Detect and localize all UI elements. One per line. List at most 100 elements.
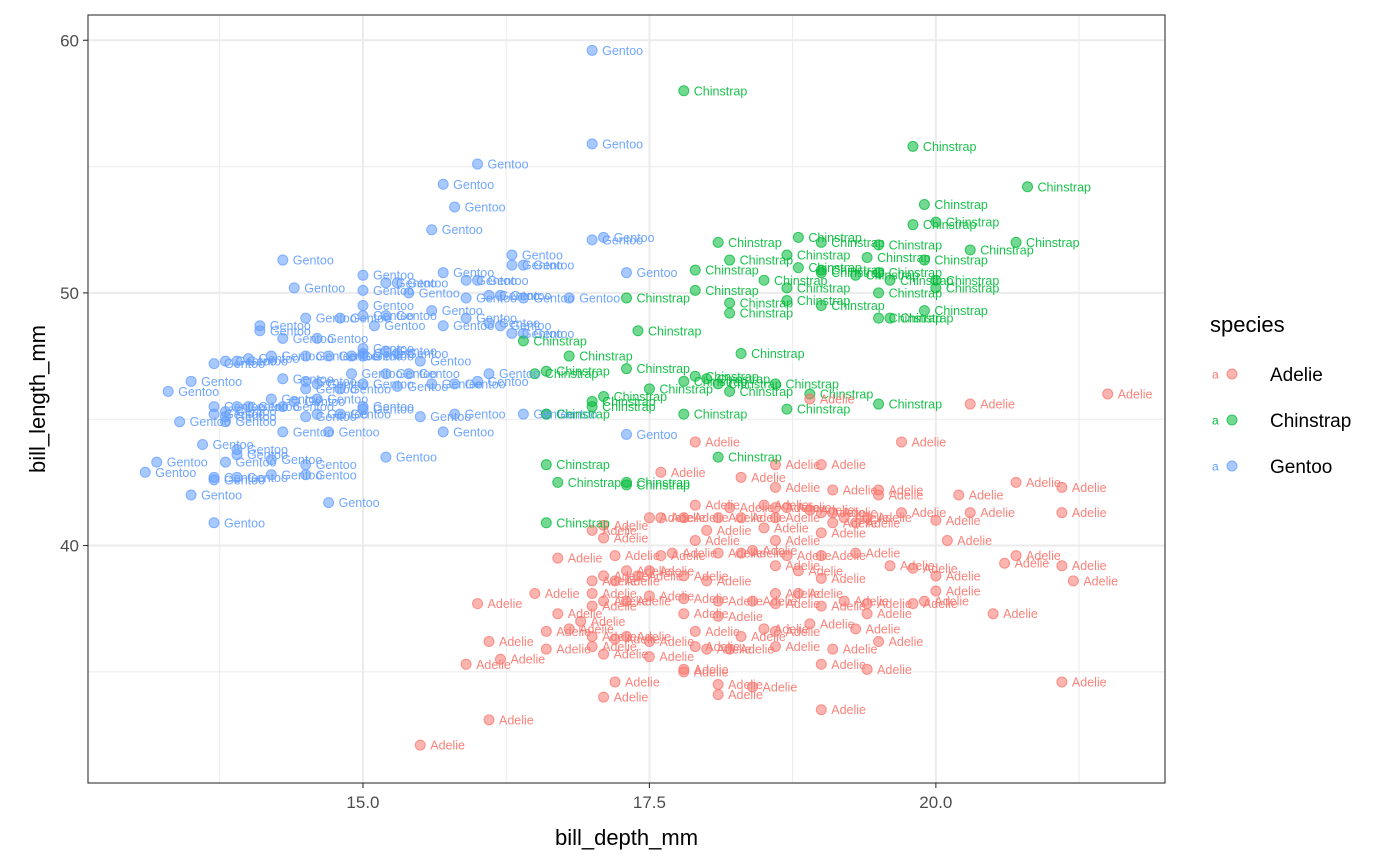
gentoo-point bbox=[357, 350, 369, 362]
adelie-point-label: Adelie bbox=[774, 521, 809, 535]
adelie-point bbox=[941, 534, 953, 546]
gentoo-point-label: Gentoo bbox=[396, 451, 437, 465]
adelie-point-label: Adelie bbox=[556, 643, 591, 657]
adelie-point bbox=[815, 459, 827, 471]
adelie-point-label: Adelie bbox=[889, 489, 924, 503]
gentoo-point bbox=[311, 332, 323, 344]
adelie-point bbox=[781, 502, 793, 514]
adelie-point bbox=[414, 739, 426, 751]
chinstrap-point bbox=[758, 274, 770, 286]
adelie-point-label: Adelie bbox=[717, 524, 752, 538]
gentoo-point bbox=[208, 408, 220, 420]
adelie-point bbox=[609, 676, 621, 688]
adelie-point bbox=[804, 504, 816, 516]
adelie-point-label: Adelie bbox=[843, 506, 878, 520]
gentoo-point bbox=[300, 411, 312, 423]
gentoo-point-label: Gentoo bbox=[281, 393, 322, 407]
gentoo-point-label: Gentoo bbox=[247, 355, 288, 369]
gentoo-point bbox=[380, 310, 392, 322]
gentoo-point-label: Gentoo bbox=[373, 299, 414, 313]
adelie-point bbox=[586, 588, 598, 600]
adelie-point bbox=[586, 524, 598, 536]
chinstrap-point-label: Chinstrap bbox=[556, 516, 610, 530]
y-axis: 40 50 60 bbox=[60, 31, 88, 556]
adelie-point bbox=[621, 630, 632, 642]
gentoo-point-label: Gentoo bbox=[201, 489, 242, 503]
adelie-point-label: Adelie bbox=[556, 625, 591, 639]
gentoo-point bbox=[506, 249, 518, 261]
adelie-point bbox=[815, 704, 827, 716]
adelie-point-label: Adelie bbox=[591, 615, 626, 629]
adelie-point bbox=[701, 575, 713, 587]
adelie-point bbox=[804, 393, 816, 405]
chinstrap-point bbox=[918, 305, 930, 317]
gentoo-point bbox=[300, 350, 312, 362]
gentoo-point bbox=[323, 426, 335, 438]
chinstrap-point bbox=[792, 262, 804, 274]
adelie-point-label: Adelie bbox=[728, 511, 763, 525]
chinstrap-point-label: Chinstrap bbox=[934, 254, 988, 268]
gentoo-point bbox=[391, 348, 403, 360]
adelie-point bbox=[598, 532, 610, 544]
gentoo-point bbox=[437, 267, 449, 279]
chinstrap-point bbox=[540, 365, 552, 377]
adelie-point bbox=[1056, 481, 1068, 493]
chinstrap-point-label: Chinstrap bbox=[808, 231, 862, 245]
gentoo-point-label: Gentoo bbox=[499, 367, 540, 381]
adelie-point-label: Adelie bbox=[602, 630, 637, 644]
gentoo-point-label: Gentoo bbox=[281, 468, 322, 482]
gentoo-point-label: Gentoo bbox=[235, 355, 276, 369]
adelie-point bbox=[689, 641, 701, 653]
chinstrap-point-label: Chinstrap bbox=[934, 304, 988, 318]
gentoo-point-label: Gentoo bbox=[155, 466, 196, 480]
adelie-point-label: Adelie bbox=[637, 595, 672, 609]
gentoo-point bbox=[242, 353, 254, 365]
adelie-point bbox=[586, 575, 598, 587]
adelie-point-label: Adelie bbox=[785, 501, 820, 515]
gentoo-point bbox=[139, 466, 151, 478]
adelie-point-label: Adelie bbox=[843, 516, 878, 530]
chinstrap-point bbox=[873, 398, 885, 410]
adelie-point-label: Adelie bbox=[625, 549, 660, 563]
adelie-point-label: Adelie bbox=[1072, 506, 1107, 520]
adelie-point-label: Adelie bbox=[877, 663, 912, 677]
adelie-point-label: Adelie bbox=[614, 569, 649, 583]
chinstrap-point bbox=[621, 363, 632, 375]
chinstrap-point-label: Chinstrap bbox=[648, 324, 702, 338]
chinstrap-point-label: Chinstrap bbox=[877, 251, 931, 265]
gentoo-point bbox=[472, 375, 484, 387]
gentoo-point-label: Gentoo bbox=[442, 377, 483, 391]
adelie-point bbox=[712, 512, 724, 524]
gentoo-point-label: Gentoo bbox=[373, 400, 414, 414]
gentoo-point-label: Gentoo bbox=[316, 312, 357, 326]
gentoo-point bbox=[621, 267, 632, 279]
gentoo-point-label: Gentoo bbox=[407, 380, 448, 394]
adelie-point-label: Adelie bbox=[659, 650, 694, 664]
gentoo-point bbox=[426, 305, 438, 317]
gentoo-point-label: Gentoo bbox=[339, 425, 380, 439]
adelie-point-label: Adelie bbox=[785, 559, 820, 573]
gentoo-point-label: Gentoo bbox=[235, 405, 276, 419]
chinstrap-point bbox=[850, 269, 862, 281]
adelie-point bbox=[666, 547, 678, 559]
gentoo-point bbox=[357, 269, 369, 281]
gentoo-point bbox=[323, 497, 335, 509]
gentoo-point-label: Gentoo bbox=[442, 304, 483, 318]
adelie-point-label: Adelie bbox=[763, 544, 798, 558]
gentoo-point-label: Gentoo bbox=[556, 408, 597, 422]
chinstrap-point-label: Chinstrap bbox=[637, 476, 691, 490]
gentoo-point-label: Gentoo bbox=[304, 395, 345, 409]
gentoo-point-label: Gentoo bbox=[316, 458, 357, 472]
adelie-point-label: Adelie bbox=[705, 435, 740, 449]
adelie-point bbox=[712, 689, 724, 701]
gentoo-point-label: Gentoo bbox=[510, 289, 551, 303]
chinstrap-point bbox=[712, 451, 724, 463]
x-tick-label: 17.5 bbox=[633, 793, 666, 812]
adelie-point bbox=[678, 512, 690, 524]
gentoo-point-label: Gentoo bbox=[293, 400, 334, 414]
gentoo-point bbox=[277, 401, 289, 413]
chinstrap-point-label: Chinstrap bbox=[797, 281, 851, 295]
adelie-point bbox=[724, 502, 736, 514]
adelie-point bbox=[781, 550, 793, 562]
adelie-point bbox=[712, 610, 724, 622]
